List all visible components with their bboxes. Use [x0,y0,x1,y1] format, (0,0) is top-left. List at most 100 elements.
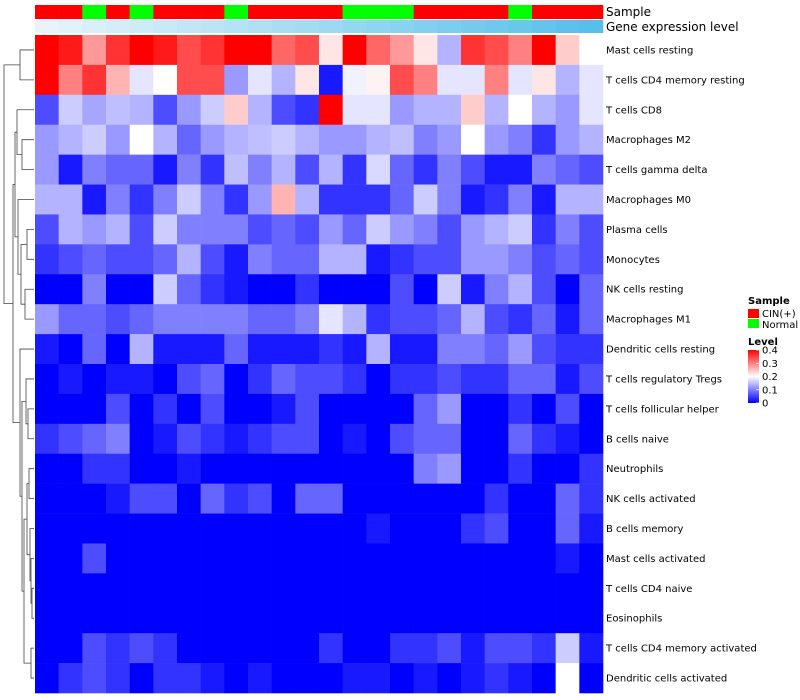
heatmap-cell [319,64,343,96]
heatmap-cell [579,214,604,245]
heatmap-cell [248,334,272,365]
heatmap-cell [579,124,604,155]
heatmap-cell [295,35,320,66]
heatmap-cell [271,483,296,514]
heatmap-cell [271,603,296,634]
heatmap-cell [129,334,154,365]
row-label: Macrophages M1 [606,315,691,326]
heatmap-cell [82,184,107,215]
heatmap-cell [437,334,462,365]
legend-swatch-cin [748,309,759,318]
heatmap-cell [366,423,391,455]
heatmap-cell [106,184,130,215]
expression-annotation-cell [319,20,343,33]
heatmap-cell [484,334,509,365]
heatmap-cell [58,483,83,514]
heatmap-cell [413,364,438,395]
heatmap-cell [153,663,178,694]
heatmap-cell [508,633,533,664]
heatmap-cell [484,633,509,664]
heatmap-cell [366,364,391,395]
heatmap-cell [555,663,580,694]
heatmap-cell [129,64,154,96]
heatmap-cell [579,513,604,544]
heatmap-cell [342,244,367,275]
heatmap-cell [555,603,580,634]
heatmap-cell [390,184,414,215]
heatmap-cell [390,453,414,484]
heatmap-cell [413,334,438,365]
heatmap-cell [532,423,556,455]
heatmap-cell [532,214,556,245]
heatmap-cell [579,393,604,425]
heatmap-cell [319,663,343,694]
heatmap-cell [129,423,154,455]
heatmap-cell [58,663,83,694]
heatmap-cell [129,35,154,66]
heatmap-cell [295,184,320,215]
heatmap-cell [342,35,367,66]
expression-annotation-cell [366,20,391,33]
heatmap-cell [129,124,154,155]
heatmap-cell [319,124,343,155]
heatmap-cell [177,364,201,395]
heatmap-cell [342,663,367,694]
heatmap-cell [200,154,225,185]
heatmap-cell [508,274,533,305]
heatmap-cell [508,304,533,335]
heatmap-cell [200,364,225,395]
heatmap-cell [58,184,83,215]
heatmap-cell [35,334,59,365]
heatmap-cell [555,244,580,275]
heatmap-cell [461,423,485,455]
heatmap-cell [366,244,391,275]
heatmap-cell [248,393,272,425]
row-label: Macrophages M2 [606,135,691,146]
sample-annotation-cell [532,5,556,19]
heatmap-cell [295,663,320,694]
heatmap-cell [248,423,272,455]
heatmap-cell [35,304,59,335]
heatmap-cell [484,453,509,484]
heatmap-cells [35,35,604,694]
heatmap-cell [508,483,533,514]
heatmap-cell [342,304,367,335]
heatmap-cell [461,214,485,245]
heatmap-cell [224,423,249,455]
heatmap-cell [366,184,391,215]
heatmap-cell [342,483,367,514]
heatmap-cell [555,543,580,574]
heatmap-cell [555,35,580,66]
heatmap-cell [366,603,391,634]
heatmap-cell [484,663,509,694]
heatmap-cell [484,154,509,185]
heatmap-cell [342,633,367,664]
heatmap-cell [177,214,201,245]
heatmap-cell [58,573,83,604]
heatmap-cell [390,513,414,544]
legend-level-tick-label: 0.3 [762,359,778,370]
row-label: Mast cells resting [606,45,693,56]
heatmap-cell [295,64,320,96]
heatmap-cell [461,393,485,425]
heatmap-cell [224,393,249,425]
heatmap-cell [342,94,367,126]
heatmap-cell [35,633,59,664]
heatmap-cell [200,184,225,215]
heatmap-cell [532,663,556,694]
heatmap-cell [532,124,556,155]
heatmap-cell [177,663,201,694]
heatmap-cell [413,124,438,155]
expression-annotation-cell [532,20,556,33]
heatmap-cell [271,124,296,155]
heatmap-cell [579,483,604,514]
row-label: T cells regulatory Tregs [605,374,722,385]
row-label: Mast cells activated [606,554,705,565]
heatmap-cell [82,364,107,395]
heatmap-cell [484,483,509,514]
heatmap-cell [532,64,556,96]
sample-annotation-cell [129,5,154,19]
heatmap-cell [413,274,438,305]
heatmap-cell [366,94,391,126]
sample-annotation-cell [224,5,249,19]
